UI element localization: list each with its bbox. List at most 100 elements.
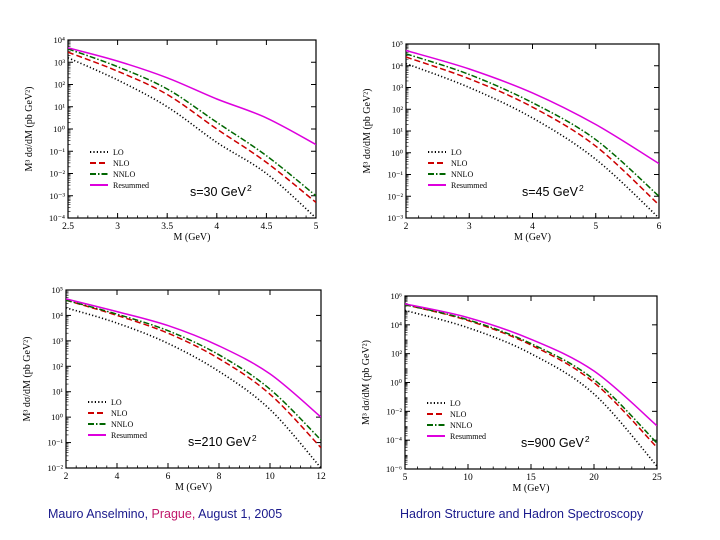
y-tick-label: 10²	[54, 80, 66, 90]
chart-panel: 2.5 3 3.5 4 4.5 5 10⁻⁴ 10⁻³ 10⁻² 10⁻¹ 10⁰ 10¹ 10² 10³…	[24, 35, 319, 243]
legend-label: LO	[451, 148, 462, 157]
series-line-lo	[68, 57, 316, 218]
x-tick-label: 4	[214, 222, 219, 232]
x-tick-label: 4	[530, 222, 535, 232]
y-tick-label: 10⁻¹	[387, 170, 403, 180]
x-tick-label: 3	[467, 222, 472, 232]
y-tick-label: 10⁴	[54, 35, 66, 45]
y-tick-label: 10⁰	[51, 412, 64, 422]
series-line-resummed	[406, 49, 659, 165]
x-tick-label: 10	[265, 472, 275, 482]
y-tick-label: 10¹	[54, 102, 66, 112]
series-line-nlo	[406, 56, 659, 206]
x-tick-label: 10	[463, 473, 473, 483]
legend-label: NLO	[113, 159, 130, 168]
footer-conference: Hadron Structure and Hadron Spectroscopy	[400, 507, 644, 521]
y-tick-label: 10⁻²	[47, 463, 63, 473]
energy-exponent: 2	[247, 183, 252, 193]
x-axis-label: M (GeV)	[174, 232, 211, 243]
series-line-nnlo	[68, 48, 316, 197]
footer-place: Prague,	[151, 507, 199, 521]
x-tick-label: 12	[316, 472, 326, 482]
x-tick-label: 5	[403, 473, 408, 483]
y-tick-label: 10⁻³	[49, 191, 65, 201]
legend-label: NNLO	[451, 170, 473, 179]
x-tick-label: 4.5	[260, 222, 272, 232]
y-tick-label: 10³	[52, 336, 64, 346]
y-tick-label: 10⁻³	[387, 213, 403, 223]
legend-label: Resummed	[113, 181, 149, 190]
y-tick-label: 10³	[392, 83, 404, 93]
x-tick-label: 6	[166, 472, 171, 482]
y-tick-label: 10⁰	[391, 148, 404, 158]
chart-panel: 5 10 15 20 25 10⁻⁶ 10⁻⁴ 10⁻² 10⁰ 10² 10⁴ 10⁶ M (GeV)…	[361, 291, 662, 494]
x-axis-label: M (GeV)	[175, 482, 212, 493]
x-tick-label: 3.5	[161, 222, 173, 232]
legend-label: LO	[113, 148, 124, 157]
y-tick-label: 10⁶	[391, 291, 403, 301]
legend-label: NNLO	[111, 420, 133, 429]
series-line-resummed	[405, 303, 657, 427]
x-tick-label: 20	[589, 473, 599, 483]
energy-exponent: 2	[579, 183, 584, 193]
x-axis-label: M (GeV)	[513, 483, 550, 494]
x-tick-label: 2.5	[62, 222, 74, 232]
y-tick-label: 10⁰	[390, 378, 403, 388]
series-line-resummed	[66, 298, 321, 418]
series-line-nnlo	[405, 303, 657, 444]
x-tick-label: 2	[64, 472, 69, 482]
y-axis-label: M³ dσ/dM (pb GeV²)	[22, 337, 33, 422]
legend-label: Resummed	[451, 181, 487, 190]
y-tick-label: 10⁴	[392, 61, 404, 71]
series-line-lo	[405, 309, 657, 467]
y-tick-label: 10⁴	[391, 320, 403, 330]
y-tick-label: 10⁴	[52, 310, 64, 320]
y-tick-label: 10⁻⁴	[49, 213, 65, 223]
y-tick-label: 10²	[52, 361, 64, 371]
chart-panel: 2 3 4 5 6 10⁻³ 10⁻² 10⁻¹ 10⁰ 10¹ 10² 10³ 10⁴ 10⁵ M (Ge…	[362, 39, 662, 243]
y-tick-label: 10⁻²	[386, 406, 402, 416]
y-tick-label: 10¹	[392, 126, 404, 136]
y-tick-label: 10⁵	[392, 39, 404, 49]
chart-panel: 2 4 6 8 10 12 10⁻² 10⁻¹ 10⁰ 10¹ 10² 10³ 10⁴ 10⁵ M (GeV…	[22, 285, 326, 493]
footer-author-line: Mauro Anselmino, Prague, August 1, 2005	[48, 507, 282, 521]
legend-label: LO	[111, 398, 122, 407]
legend-label: Resummed	[450, 432, 486, 441]
x-tick-label: 5	[593, 222, 598, 232]
x-tick-label: 8	[217, 472, 222, 482]
series-line-lo	[66, 307, 321, 468]
y-tick-label: 10⁻¹	[49, 146, 65, 156]
y-tick-label: 10⁻²	[49, 169, 65, 179]
y-tick-label: 10⁻²	[387, 191, 403, 201]
energy-exponent: 2	[252, 433, 257, 443]
series-line-nnlo	[66, 299, 321, 441]
y-tick-label: 10⁻⁴	[386, 435, 402, 445]
legend-label: LO	[450, 399, 461, 408]
x-axis-label: M (GeV)	[514, 232, 551, 243]
legend-label: NLO	[451, 159, 468, 168]
series-line-nnlo	[406, 53, 659, 197]
energy-exponent: 2	[585, 434, 590, 444]
x-tick-label: 3	[115, 222, 120, 232]
x-tick-label: 4	[115, 472, 120, 482]
y-axis-label: M³ dσ/dM (pb GeV²)	[362, 89, 373, 174]
plot-frame	[65, 289, 322, 469]
y-tick-label: 10⁰	[53, 124, 66, 134]
y-tick-label: 10³	[54, 57, 66, 67]
legend-label: NNLO	[450, 421, 472, 430]
x-tick-label: 15	[526, 473, 536, 483]
energy-annotation: s=210 GeV	[188, 435, 252, 449]
series-line-nlo	[68, 51, 316, 203]
legend-label: NLO	[111, 409, 128, 418]
footer-date: August 1, 2005	[198, 507, 283, 521]
y-axis-label: M³ dσ/dM (pb GeV²)	[24, 87, 35, 172]
y-tick-label: 10⁵	[52, 285, 64, 295]
x-tick-label: 6	[657, 222, 662, 232]
y-tick-label: 10⁻⁶	[386, 464, 402, 474]
legend-label: Resummed	[111, 431, 147, 440]
legend-label: NNLO	[113, 170, 135, 179]
y-tick-label: 10²	[391, 349, 403, 359]
y-tick-label: 10¹	[52, 387, 64, 397]
y-tick-label: 10²	[392, 104, 404, 114]
legend-label: NLO	[450, 410, 467, 419]
